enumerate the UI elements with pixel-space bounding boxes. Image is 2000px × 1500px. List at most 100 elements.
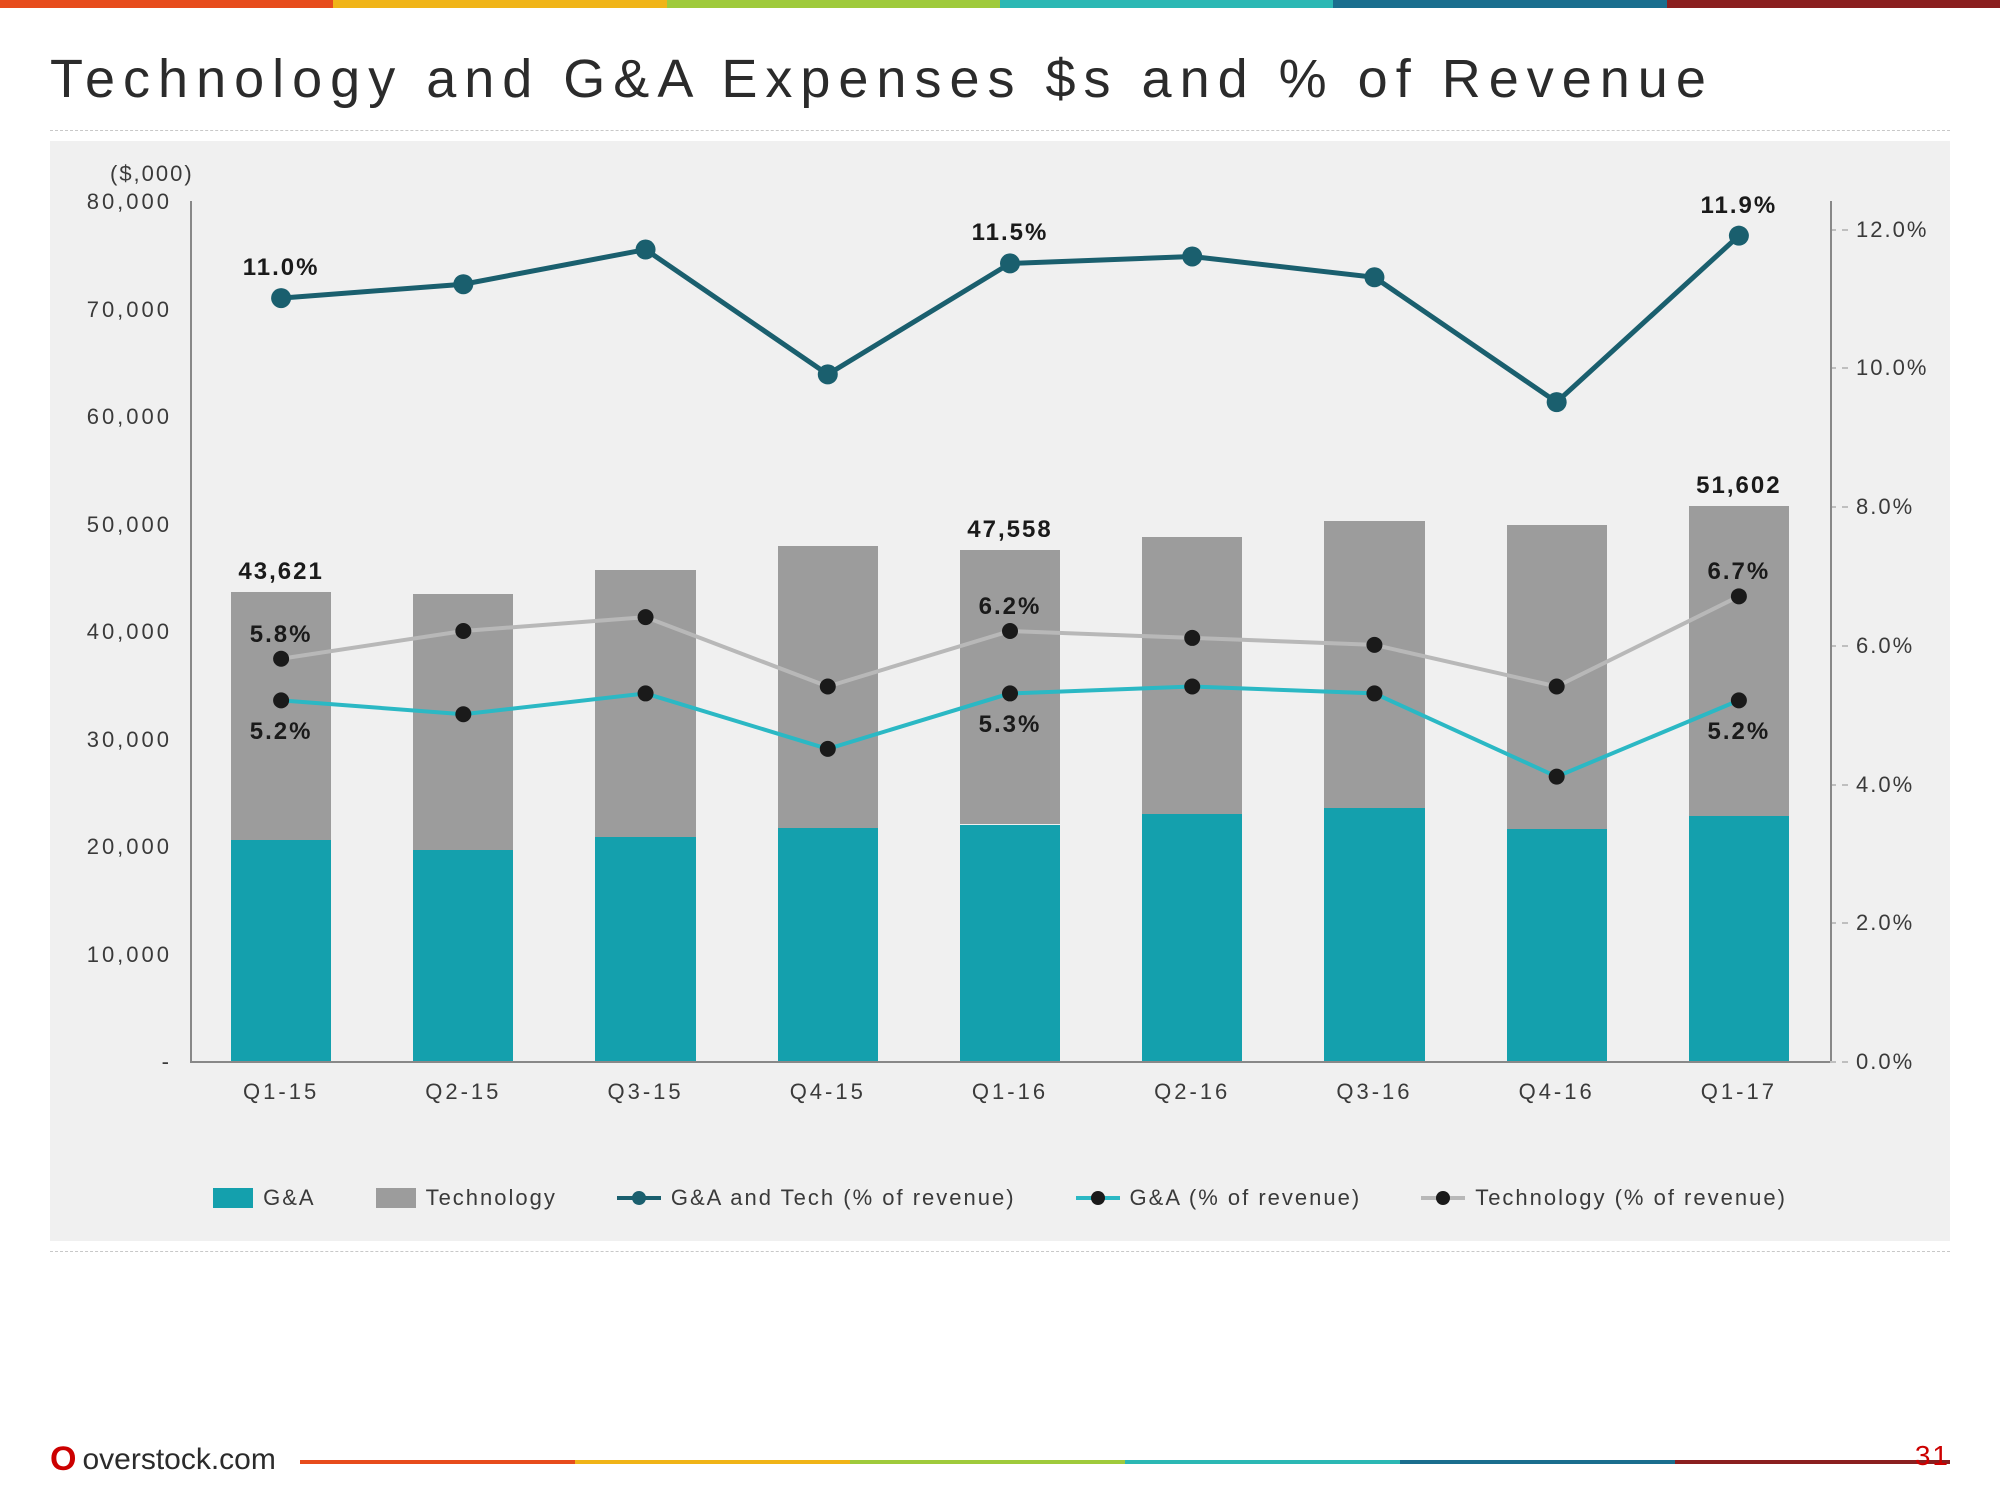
y-right-tick — [1830, 506, 1848, 508]
legend-item: G&A — [213, 1185, 315, 1211]
x-category-label: Q3-16 — [1336, 1079, 1412, 1105]
marker — [455, 706, 471, 722]
brand-logo-icon: O — [50, 1440, 76, 1479]
y-right-label: 10.0% — [1856, 355, 1928, 381]
marker — [1184, 678, 1200, 694]
legend-line-swatch — [1421, 1196, 1465, 1200]
legend-dot — [1436, 1191, 1450, 1205]
marker — [1731, 588, 1747, 604]
title-divider — [50, 130, 1950, 131]
marker — [818, 364, 838, 384]
marker — [1731, 692, 1747, 708]
y-right-tick — [1830, 922, 1848, 924]
y-right-label: 12.0% — [1856, 217, 1928, 243]
pct-callout: 5.2% — [250, 718, 313, 746]
page-number: 31 — [1915, 1440, 1950, 1472]
pct-callout: 6.2% — [979, 593, 1042, 621]
y-right-label: 0.0% — [1856, 1049, 1914, 1075]
marker — [1002, 623, 1018, 639]
pct-callout: 5.2% — [1708, 718, 1771, 746]
pct-callout: 6.7% — [1708, 558, 1771, 586]
y-left-label: 70,000 — [62, 297, 172, 323]
marker — [1366, 637, 1382, 653]
marker — [1549, 769, 1565, 785]
y-left-label: 40,000 — [62, 619, 172, 645]
marker — [1364, 267, 1384, 287]
y-right-label: 4.0% — [1856, 772, 1914, 798]
legend-label: Technology — [426, 1185, 557, 1211]
marker — [1366, 685, 1382, 701]
pct-callout: 11.5% — [972, 219, 1049, 247]
brand-logo: O overstock.com — [50, 1440, 276, 1479]
marker — [820, 678, 836, 694]
y-axis-unit: ($,000) — [110, 161, 194, 187]
marker — [638, 609, 654, 625]
top-accent-stripe — [0, 0, 2000, 8]
legend-swatch — [376, 1188, 416, 1208]
plot-region: -10,00020,00030,00040,00050,00060,00070,… — [190, 201, 1830, 1061]
pct-callout: 5.8% — [250, 621, 313, 649]
slide-footer: O overstock.com 31 — [0, 1420, 2000, 1500]
legend-item: Technology — [376, 1185, 557, 1211]
marker — [273, 651, 289, 667]
y-right-label: 6.0% — [1856, 633, 1914, 659]
legend-label: G&A (% of revenue) — [1130, 1185, 1362, 1211]
x-category-label: Q3-15 — [607, 1079, 683, 1105]
pct-callout: 11.9% — [1701, 192, 1778, 220]
legend-label: Technology (% of revenue) — [1475, 1185, 1787, 1211]
y-left-label: 50,000 — [62, 512, 172, 538]
y-right-tick — [1830, 367, 1848, 369]
marker — [1182, 246, 1202, 266]
marker — [1549, 678, 1565, 694]
x-category-label: Q1-16 — [972, 1079, 1048, 1105]
y-left-label: 80,000 — [62, 189, 172, 215]
y-right-tick — [1830, 229, 1848, 231]
y-right-label: 8.0% — [1856, 494, 1914, 520]
y-left-label: 20,000 — [62, 834, 172, 860]
x-axis — [190, 1061, 1830, 1063]
y-right-axis — [1830, 201, 1832, 1061]
x-category-label: Q4-15 — [790, 1079, 866, 1105]
brand-name: overstock.com — [82, 1443, 275, 1477]
chart-legend: G&A Technology G&A and Tech (% of revenue)… — [50, 1185, 1950, 1211]
legend-dot — [632, 1191, 646, 1205]
legend-line-swatch — [1076, 1196, 1120, 1200]
y-right-tick — [1830, 645, 1848, 647]
legend-label: G&A — [263, 1185, 315, 1211]
legend-swatch — [213, 1188, 253, 1208]
legend-item: Technology (% of revenue) — [1421, 1185, 1787, 1211]
x-category-label: Q2-16 — [1154, 1079, 1230, 1105]
y-left-label: 10,000 — [62, 942, 172, 968]
marker — [1729, 226, 1749, 246]
legend-item: G&A and Tech (% of revenue) — [617, 1185, 1016, 1211]
marker — [636, 240, 656, 260]
marker — [1184, 630, 1200, 646]
marker — [273, 692, 289, 708]
y-left-label: - — [62, 1049, 172, 1075]
legend-line-swatch — [617, 1196, 661, 1200]
y-right-label: 2.0% — [1856, 910, 1914, 936]
marker — [271, 288, 291, 308]
marker — [453, 274, 473, 294]
y-left-label: 30,000 — [62, 727, 172, 753]
x-category-label: Q1-15 — [243, 1079, 319, 1105]
legend-dot — [1091, 1191, 1105, 1205]
x-category-label: Q1-17 — [1701, 1079, 1777, 1105]
marker — [455, 623, 471, 639]
footer-divider — [50, 1251, 1950, 1252]
pct-callout: 5.3% — [979, 711, 1042, 739]
pct-callout: 11.0% — [243, 254, 320, 282]
legend-label: G&A and Tech (% of revenue) — [671, 1185, 1016, 1211]
y-right-tick — [1830, 1061, 1848, 1063]
x-category-label: Q2-15 — [425, 1079, 501, 1105]
marker — [638, 685, 654, 701]
y-left-label: 60,000 — [62, 404, 172, 430]
marker — [1547, 392, 1567, 412]
slide-title: Technology and G&A Expenses $s and % of … — [0, 8, 2000, 130]
marker — [1002, 685, 1018, 701]
marker — [820, 741, 836, 757]
marker — [1000, 253, 1020, 273]
bottom-accent-stripe — [300, 1460, 1950, 1464]
x-category-label: Q4-16 — [1519, 1079, 1595, 1105]
legend-item: G&A (% of revenue) — [1076, 1185, 1362, 1211]
